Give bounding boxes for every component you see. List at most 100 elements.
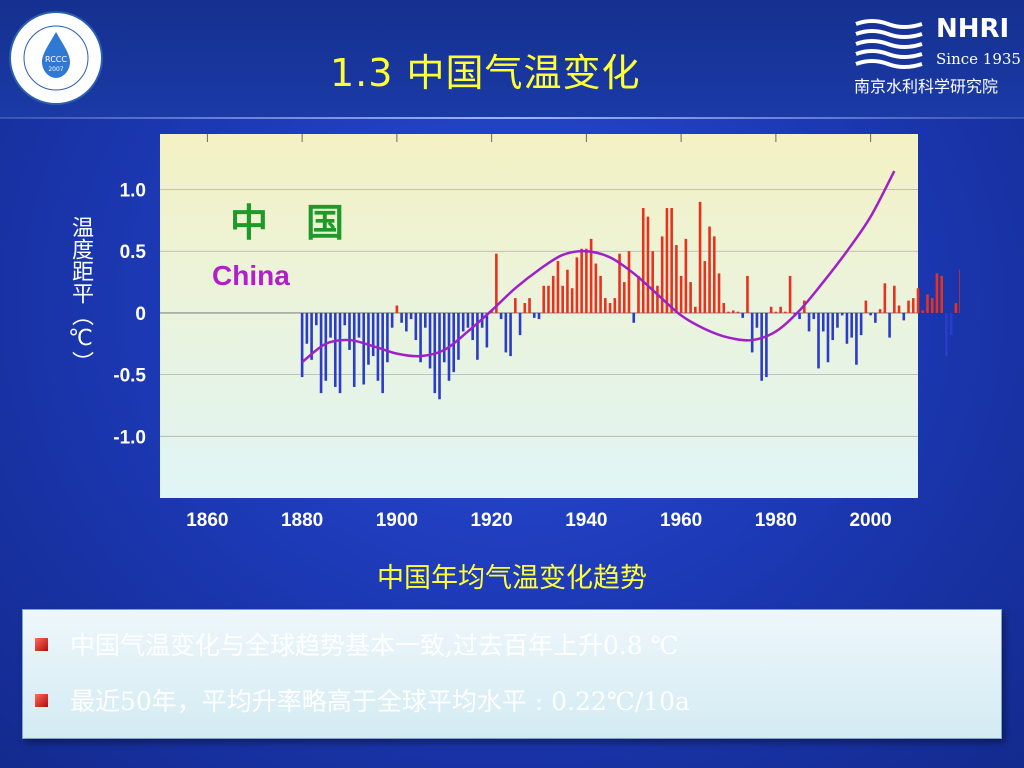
anomaly-bar [300,312,304,378]
anomaly-bar [708,226,711,313]
anomaly-bar [518,312,522,336]
anomaly-bar [528,298,531,313]
anomaly-bar [769,306,773,313]
nhri-cn-name: 南京水利科学研究院 [854,77,999,96]
anomaly-bar [945,312,948,357]
anomaly-bar [485,312,489,348]
anomaly-bar [627,251,631,313]
anomaly-bar [575,257,579,313]
anomaly-bar [959,269,960,313]
nhri-since: Since 1935 [936,50,1021,68]
logo-center-text: RCCC [45,55,67,64]
anomaly-bar [712,236,716,313]
anomaly-bar [315,312,318,326]
anomaly-bar [329,312,332,338]
anomaly-bar [845,312,849,344]
title-bar [0,0,1024,118]
anomaly-bar [442,312,446,363]
x-tick-label: 1920 [470,510,512,531]
x-tick-label: 1880 [281,510,323,531]
anomaly-bar [656,285,659,313]
anomaly-bar [750,312,754,353]
anomaly-bar [438,312,441,400]
anomaly-bar [831,312,835,341]
y-tick-label: 0 [135,304,146,325]
anomaly-bar [930,298,934,313]
anomaly-bar [694,306,697,313]
anomaly-bar [556,261,560,313]
anomaly-bar [651,251,655,313]
anomaly-bar [589,238,593,313]
anomaly-bar [893,285,896,313]
anomaly-bar [788,275,792,313]
anomaly-bar [869,312,872,316]
anomaly-bar [405,312,408,332]
region-label-en: China [212,260,290,291]
anomaly-bar [381,312,384,394]
anomaly-bar [755,312,759,328]
anomaly-bar [907,300,910,313]
anomaly-bar [784,311,787,313]
anomaly-bar [386,312,389,363]
anomaly-bar [921,310,925,313]
x-tick-label: 1860 [186,510,228,531]
anomaly-bar [731,310,735,313]
anomaly-bar [461,312,465,332]
anomaly-bar [727,311,730,313]
nhri-wave-icon [855,19,923,69]
anomaly-bar [594,263,598,313]
anomaly-bar [855,312,858,365]
y-axis-label: 温度距平（℃） [68,216,93,373]
x-tick-label: 1960 [660,510,702,531]
anomaly-bar [935,273,939,313]
anomaly-bar [466,312,470,328]
anomaly-bar [665,208,669,313]
anomaly-bar [641,208,645,313]
anomaly-bar [504,312,508,353]
anomaly-bar [343,312,347,326]
anomaly-bar [916,288,920,313]
bullet-icon [35,694,48,707]
anomaly-bar [817,312,820,369]
rccc-logo: RCCC 2007 [9,11,103,105]
anomaly-bar [532,312,536,318]
note-item-2: 最近50年，平均升率略高于全球平均水平 : 0.22℃/10a [35,682,690,718]
anomaly-bar [864,300,868,313]
anomaly-bar [523,303,527,313]
anomaly-bar [746,275,749,313]
anomaly-bar [395,305,399,313]
y-tick-label: -1.0 [113,427,146,448]
anomaly-bar [414,312,418,341]
anomaly-bar [352,312,356,387]
anomaly-bar [305,312,309,344]
region-label-cn: 中 国 [230,201,344,245]
anomaly-bar [698,201,702,313]
anomaly-bar [357,312,361,338]
anomaly-bar [888,312,891,338]
y-tick-label: 1.0 [120,181,146,202]
anomaly-bar [675,245,678,313]
anomaly-bar [940,275,943,313]
anomaly-bar [722,303,726,313]
anomaly-bar [580,248,583,313]
x-tick-label: 1940 [565,510,607,531]
anomaly-bar [547,285,550,313]
anomaly-bar [419,312,422,363]
anomaly-bar [812,312,816,320]
anomaly-bar [874,312,877,323]
anomaly-bar [514,298,517,313]
anomaly-bar [949,312,953,336]
y-tick-label: -0.5 [113,366,146,387]
anomaly-bar [542,285,546,313]
anomaly-bar [585,248,588,313]
anomaly-bar [613,298,617,313]
anomaly-bar [926,294,929,313]
logo-year-text: 2007 [48,66,63,73]
anomaly-bar [670,208,673,313]
note-text-1: 中国气温变化与全球趋势基本一致,过去百年上升0.8 ℃ [70,631,679,660]
y-tick-label: 0.5 [120,242,147,263]
anomaly-bar [333,312,337,387]
anomaly-bar [637,275,640,313]
anomaly-bar [897,305,901,313]
anomaly-bar [423,312,427,328]
